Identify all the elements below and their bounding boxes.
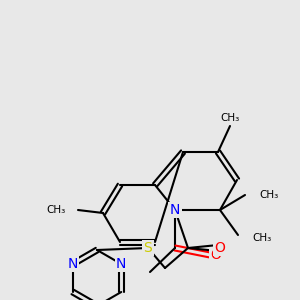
Text: CH₃: CH₃ — [259, 190, 278, 200]
Text: CH₃: CH₃ — [220, 113, 240, 123]
Text: O: O — [211, 248, 221, 262]
Text: N: N — [116, 257, 126, 271]
Text: CH₃: CH₃ — [252, 233, 271, 243]
Text: S: S — [144, 241, 152, 255]
Text: N: N — [68, 257, 78, 271]
Text: O: O — [214, 241, 225, 255]
Text: N: N — [170, 203, 180, 217]
Text: CH₃: CH₃ — [47, 205, 66, 215]
